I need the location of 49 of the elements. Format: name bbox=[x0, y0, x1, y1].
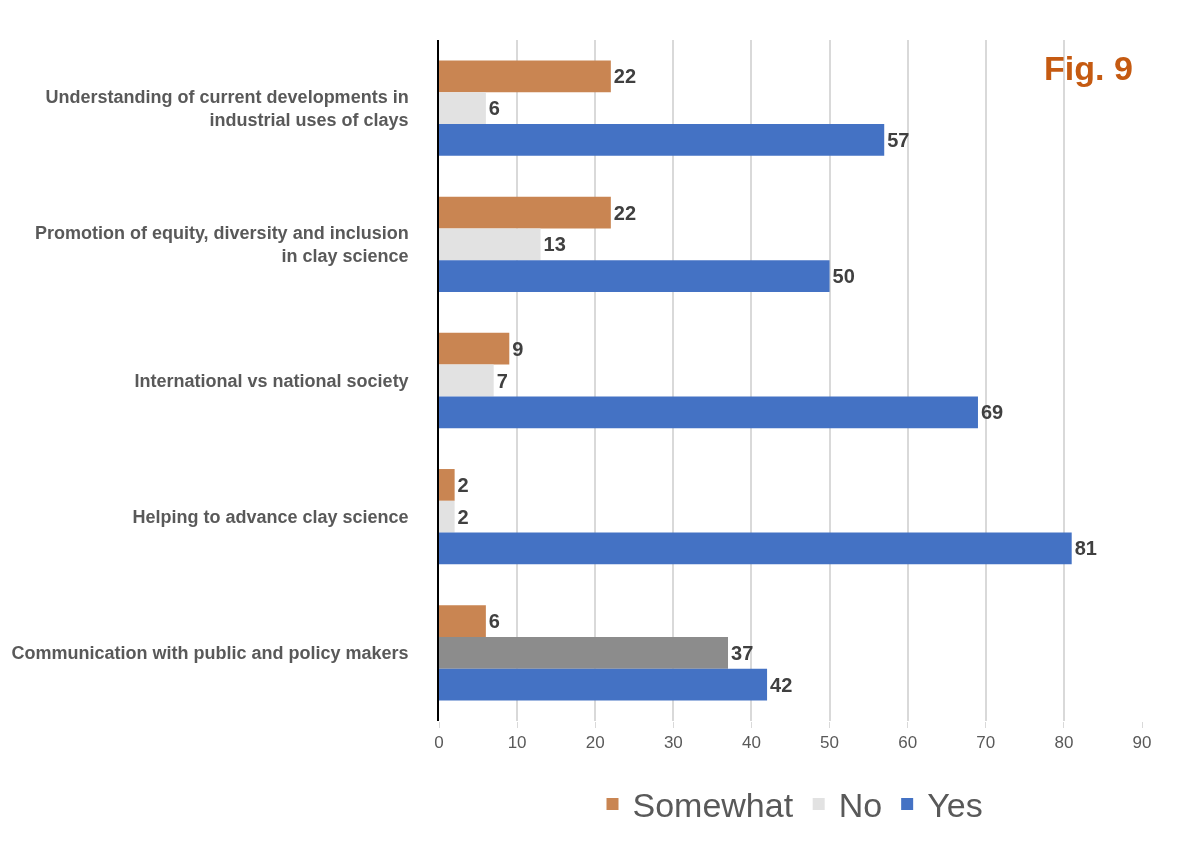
x-tick-label: 60 bbox=[898, 733, 918, 753]
data-label: 6 bbox=[488, 97, 500, 120]
bar bbox=[439, 532, 1072, 565]
y-tick-label: International vs national society bbox=[134, 370, 409, 391]
bar bbox=[439, 605, 486, 638]
x-tick-label: 30 bbox=[663, 733, 683, 753]
data-label: 13 bbox=[543, 233, 566, 256]
data-label: 57 bbox=[887, 128, 910, 151]
bar bbox=[439, 228, 541, 261]
y-tick-label: Understanding of current developments in industrial uses of clays bbox=[45, 86, 409, 131]
data-label: 37 bbox=[731, 641, 754, 664]
data-label: 81 bbox=[1074, 537, 1097, 560]
bar bbox=[439, 332, 510, 365]
bar bbox=[439, 92, 486, 124]
data-label: 2 bbox=[457, 473, 469, 496]
legend-label: Somewhat bbox=[632, 786, 794, 825]
x-tick-label: 90 bbox=[1132, 733, 1152, 753]
bar bbox=[439, 60, 611, 93]
bar bbox=[439, 196, 611, 229]
x-tick-label: 0 bbox=[434, 733, 444, 753]
annotation: Fig. 9 bbox=[1044, 49, 1133, 87]
y-tick-label: Helping to advance clay science bbox=[132, 507, 409, 527]
data-label: 2 bbox=[457, 505, 469, 528]
x-tick-label: 40 bbox=[741, 733, 761, 753]
x-tick-label: 70 bbox=[976, 733, 996, 753]
bar bbox=[439, 668, 768, 701]
x-tick-label: 50 bbox=[820, 733, 840, 753]
data-label: 22 bbox=[613, 201, 637, 224]
data-label: 42 bbox=[770, 673, 793, 696]
data-label: 69 bbox=[980, 401, 1004, 424]
data-label: 7 bbox=[496, 369, 508, 392]
data-label: 9 bbox=[512, 337, 524, 360]
bar bbox=[439, 500, 455, 533]
y-tick-label: Promotion of equity, diversity and inclusion in clay science bbox=[34, 222, 409, 267]
data-label: 50 bbox=[832, 265, 855, 288]
bar bbox=[439, 260, 830, 292]
x-tick-label: 80 bbox=[1054, 733, 1074, 753]
data-label: 6 bbox=[488, 610, 500, 633]
x-tick-label: 20 bbox=[585, 733, 605, 753]
bar bbox=[439, 637, 729, 669]
x-tick-label: 10 bbox=[507, 733, 527, 753]
bar bbox=[439, 396, 978, 429]
y-tick-label: Communication with public and policy makers bbox=[11, 643, 409, 664]
bar bbox=[439, 364, 494, 397]
legend-label: No bbox=[838, 786, 883, 825]
bar bbox=[439, 123, 885, 156]
bar bbox=[439, 469, 455, 501]
data-label: 22 bbox=[613, 65, 637, 88]
legend-label: Yes bbox=[927, 786, 983, 825]
